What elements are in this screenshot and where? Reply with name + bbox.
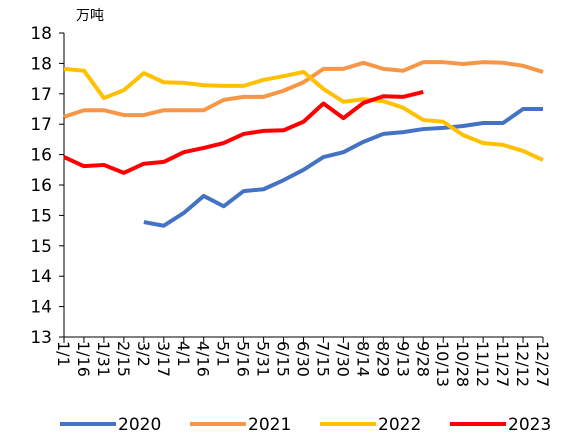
- y-tick-label: 16: [30, 176, 52, 196]
- x-tick-label: 12/27: [533, 341, 552, 387]
- x-tick-label: 11/12: [473, 341, 492, 387]
- x-tick-label: 5/1: [214, 341, 233, 367]
- legend-label: 2020: [118, 415, 161, 435]
- y-tick-label: 15: [30, 237, 52, 257]
- x-tick-label: 12/12: [513, 341, 532, 387]
- y-tick-label: 17: [30, 115, 52, 135]
- legend-label: 2022: [378, 415, 421, 435]
- unit-label: 万吨: [76, 8, 104, 24]
- series-line: [143, 107, 543, 228]
- x-tick-label: 6/30: [294, 341, 313, 377]
- x-tick-label: 6/15: [274, 341, 293, 377]
- y-tick-label: 14: [30, 267, 52, 287]
- y-tick-label: 16: [30, 146, 52, 166]
- x-tick-label: 5/16: [234, 341, 253, 377]
- y-tick-label: 14: [30, 298, 52, 318]
- x-tick-label: 7/15: [313, 341, 332, 377]
- series-line: [63, 60, 544, 119]
- x-tick-label: 4/16: [194, 341, 213, 377]
- x-tick-label: 3/2: [134, 341, 153, 367]
- y-tick-label: 13: [30, 328, 52, 348]
- series-line: [63, 66, 544, 162]
- x-tick-label: 8/29: [373, 341, 392, 377]
- y-tick-label: 18: [30, 54, 52, 74]
- x-tick-label: 1/16: [74, 341, 93, 377]
- x-tick-label: 2/15: [114, 341, 133, 377]
- legend-label: 2023: [508, 415, 551, 435]
- y-tick-label: 18: [30, 24, 52, 44]
- x-tick-label: 9/28: [413, 341, 432, 377]
- x-tick-label: 4/1: [174, 341, 193, 367]
- x-tick-label: 5/31: [254, 341, 273, 377]
- series-line: [63, 90, 424, 175]
- x-tick-label: 1/1: [54, 341, 73, 367]
- x-tick-label: 11/27: [493, 341, 512, 387]
- x-tick-label: 10/28: [453, 341, 472, 387]
- x-tick-label: 8/14: [353, 341, 372, 377]
- x-tick-label: 10/13: [433, 341, 452, 387]
- x-tick-label: 9/13: [393, 341, 412, 377]
- x-tick-label: 7/30: [333, 341, 352, 377]
- x-tick-label: 3/17: [154, 341, 173, 377]
- x-tick-label: 1/31: [94, 341, 113, 377]
- y-tick-label: 15: [30, 206, 52, 226]
- y-tick-label: 17: [30, 85, 52, 105]
- legend-label: 2021: [248, 415, 291, 435]
